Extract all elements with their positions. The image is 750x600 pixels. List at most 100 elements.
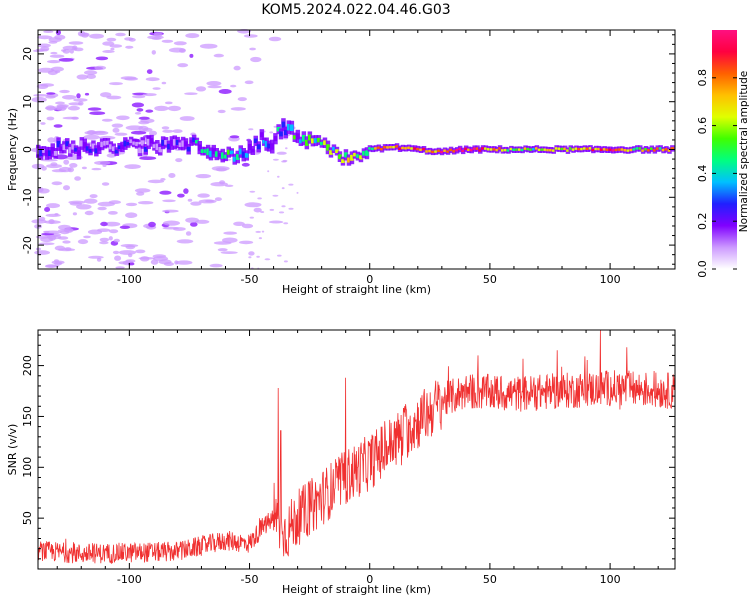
ridge-cell: [59, 146, 64, 151]
noise-blob: [100, 221, 108, 227]
ridge-cell: [425, 150, 429, 153]
y-tick-label: 150: [21, 406, 34, 427]
ridge-cell: [362, 151, 366, 156]
noise-blob: [209, 263, 223, 268]
noise-blob: [185, 33, 200, 39]
ridge-cell: [39, 149, 43, 157]
ridge-cell: [515, 148, 519, 151]
ridge-cell: [82, 142, 87, 149]
noise-blob: [260, 211, 265, 213]
noise-blob: [38, 187, 44, 193]
noise-blob: [161, 39, 174, 43]
noise-blob: [281, 187, 285, 190]
ridge-cell: [509, 147, 514, 151]
ridge-cell: [106, 140, 110, 145]
noise-blob: [84, 210, 94, 216]
noise-blob: [43, 30, 54, 33]
ridge-cell: [167, 143, 171, 150]
ridge-cell: [437, 149, 441, 152]
ridge-cell: [332, 146, 336, 151]
noise-blob: [50, 51, 58, 55]
noise-blob: [172, 129, 183, 134]
ridge-cell: [449, 148, 453, 152]
noise-blob: [250, 56, 262, 63]
spectrogram-ridge: [36, 118, 675, 166]
ridge-cell: [226, 149, 231, 155]
ridge-cell: [443, 149, 447, 152]
noise-blob: [69, 163, 78, 168]
ridge-cell: [566, 149, 570, 152]
ridge-cell: [184, 141, 188, 147]
noise-blob: [162, 199, 176, 203]
noise-blob: [77, 239, 89, 245]
noise-blob: [84, 198, 98, 204]
noise-blob: [124, 164, 141, 170]
ridge-cell: [571, 148, 576, 151]
ridge-cell: [353, 152, 357, 157]
noise-blob: [77, 31, 86, 37]
noise-blob: [108, 236, 113, 241]
noise-blob: [100, 92, 112, 98]
noise-blob: [63, 185, 70, 191]
ridge-cell: [458, 147, 462, 151]
ridge-cell: [155, 143, 160, 151]
noise-blob: [51, 181, 63, 186]
ridge-cell: [614, 148, 619, 152]
noise-blob: [112, 250, 120, 255]
noise-blob: [118, 250, 136, 255]
noise-blob: [184, 92, 198, 95]
ridge-cell: [341, 159, 345, 163]
noise-blob: [161, 126, 170, 130]
noise-blob: [31, 96, 47, 103]
noise-blob: [95, 56, 109, 61]
noise-blob: [76, 204, 92, 210]
noise-blob: [147, 179, 165, 184]
noise-blob: [134, 112, 142, 115]
ridge-cell: [247, 144, 252, 151]
y-tick-label: 0: [21, 146, 34, 153]
ridge-cell: [644, 148, 648, 151]
ridge-cell: [250, 148, 255, 153]
noise-blob: [224, 184, 234, 187]
ridge-cell: [543, 148, 548, 151]
noise-blob: [243, 34, 258, 38]
noise-blob: [48, 235, 57, 241]
noise-blob: [101, 182, 110, 186]
noise-blob: [176, 239, 194, 244]
noise-blob: [131, 102, 144, 108]
noise-blob: [56, 104, 69, 108]
noise-blob: [158, 259, 172, 265]
ridge-cell: [620, 148, 625, 151]
noise-blob: [138, 257, 156, 260]
ridge-cell: [53, 151, 58, 156]
y-tick-label: 20: [21, 47, 34, 61]
noise-blob: [249, 190, 256, 193]
ridge-cell: [580, 147, 584, 151]
ridge-cell: [395, 145, 399, 148]
noise-blob: [272, 158, 279, 161]
noise-blob: [64, 247, 72, 251]
ridge-cell: [172, 139, 177, 146]
ridge-cell: [585, 147, 590, 150]
noise-blob: [159, 190, 172, 195]
noise-blob: [58, 224, 71, 230]
ridge-cell: [88, 148, 93, 153]
noise-blob: [94, 65, 107, 70]
ridge-cell: [498, 147, 502, 150]
noise-blob: [173, 227, 186, 231]
ridge-cell: [484, 147, 488, 150]
noise-blob: [33, 94, 49, 97]
ridge-cell: [267, 143, 271, 149]
noise-blob: [197, 193, 210, 198]
noise-blob: [142, 93, 157, 97]
noise-blob: [89, 111, 106, 115]
ridge-cell: [170, 139, 174, 147]
noise-blob: [97, 201, 115, 207]
ridge-cell: [129, 139, 133, 144]
ridge-cell: [152, 144, 157, 148]
noise-blob: [276, 151, 287, 155]
ridge-cell: [123, 140, 128, 147]
ridge-cell: [262, 140, 266, 144]
ridge-cell: [241, 151, 246, 158]
